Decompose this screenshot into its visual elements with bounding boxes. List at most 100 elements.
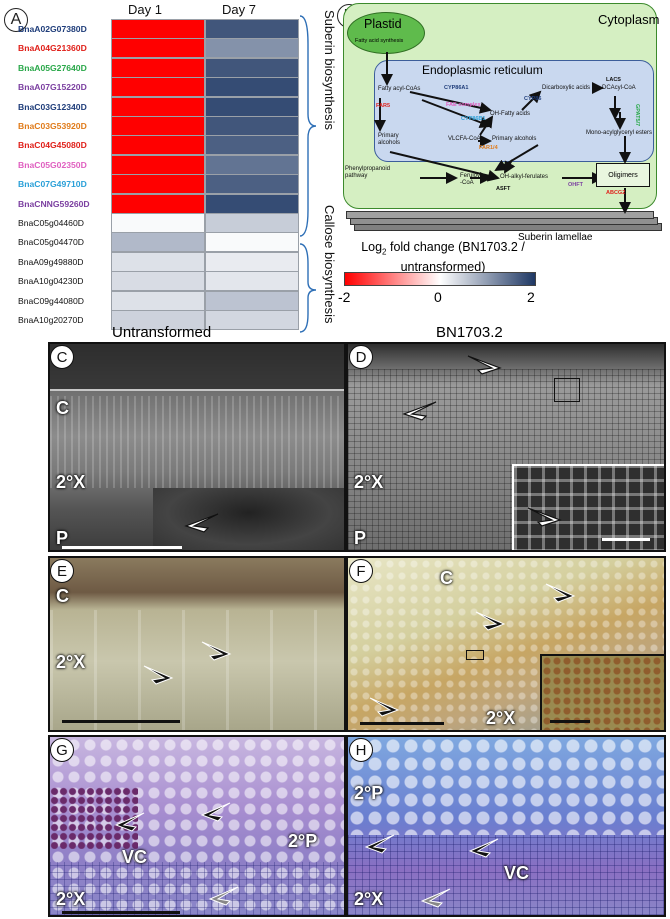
scale-bar bbox=[62, 720, 180, 723]
purple-cells bbox=[50, 786, 139, 850]
xylem-texture bbox=[50, 861, 344, 915]
suberin-lamellae-label: Suberin lamellae bbox=[518, 232, 593, 243]
gene-label: BnaC03G12340D bbox=[18, 101, 87, 112]
node-dcacyl-coa: DCAcyl-CoA bbox=[602, 85, 636, 91]
heatmap-cell-day1 bbox=[111, 251, 205, 272]
label-secondary-xylem: 2°X bbox=[56, 472, 86, 492]
heatmap-cell-day7 bbox=[205, 174, 299, 195]
heatmap-cell-day7 bbox=[205, 232, 299, 253]
gene-label: BnaA02G07380D bbox=[18, 24, 87, 34]
heatmap-cell-day1 bbox=[111, 96, 205, 117]
heatmap-cell-day7 bbox=[205, 193, 299, 214]
colorbar-title: Log2 fold change (BN1703.2 / untransform… bbox=[361, 240, 525, 274]
xylem-texture bbox=[348, 834, 664, 915]
heatmap-cell-day1 bbox=[111, 232, 205, 253]
gene-label: BnaA04G21360D bbox=[18, 43, 87, 54]
xylem-texture bbox=[50, 395, 344, 489]
node-feruloyl-coa: Feruloyl -CoA bbox=[460, 173, 482, 186]
enzyme-fae-complex: FAE complex bbox=[446, 102, 481, 108]
heatmap-cell-day1 bbox=[111, 310, 205, 330]
heatmap-cell-day7 bbox=[205, 57, 299, 78]
colorbar-gradient bbox=[344, 272, 536, 286]
label-secondary-phloem: 2°P bbox=[354, 783, 384, 803]
label-secondary-xylem: 2°X bbox=[56, 652, 86, 672]
enzyme-far1-4: FAR1/4 bbox=[479, 145, 498, 151]
colorbar-tick-mid: 0 bbox=[434, 289, 442, 305]
xylem-texture bbox=[50, 609, 344, 730]
heatmap-cell-day1 bbox=[111, 116, 205, 136]
panel-f-micrograph: C 2°X bbox=[346, 556, 666, 732]
heatmap-cell-day1 bbox=[111, 213, 205, 233]
panel-c-micrograph: C 2°X P bbox=[48, 342, 346, 552]
inset-box bbox=[466, 650, 484, 660]
enzyme-ohft: OHFT bbox=[568, 182, 583, 188]
heatmap-cell-day7 bbox=[205, 116, 299, 136]
gene-label: BnaA09g49880D bbox=[18, 256, 84, 267]
node-primary-alcohols: Primary alcohols bbox=[378, 133, 401, 146]
arrowhead-icon bbox=[475, 611, 506, 631]
panel-g-micrograph: VC 2°P 2°X bbox=[48, 735, 346, 917]
panel-e-micrograph: C 2°X bbox=[48, 556, 346, 732]
panel-c-letter: C bbox=[50, 345, 74, 369]
heatmap-cell-day7 bbox=[205, 96, 299, 117]
node-phenylpropanoid: Phenylpropanoid pathway bbox=[345, 166, 391, 179]
panel-d-micrograph: 2°X P bbox=[346, 342, 666, 552]
heatmap-cell-day7 bbox=[205, 154, 299, 175]
gene-label: BnaA10g20270D bbox=[18, 315, 84, 325]
header-bn1703: BN1703.2 bbox=[436, 324, 503, 341]
colorbar-tick-high: 2 bbox=[527, 289, 535, 305]
panel-h-letter: H bbox=[349, 738, 373, 762]
heatmap-col-header-day1: Day 1 bbox=[128, 2, 162, 17]
colorbar-tick-low: -2 bbox=[338, 289, 351, 305]
label-vascular-cambium: VC bbox=[122, 847, 148, 867]
label-vascular-cambium: VC bbox=[504, 863, 530, 883]
arrowhead-icon bbox=[420, 888, 451, 908]
heatmap-cell-day1 bbox=[111, 135, 205, 156]
panel-f-letter: F bbox=[349, 559, 373, 583]
node-oh-fatty-acids: OH-Fatty acids bbox=[490, 111, 531, 117]
node-vlcfa-coas: VLCFA-CoAs bbox=[448, 136, 484, 142]
heatmap-cell-day7 bbox=[205, 213, 299, 233]
scale-bar bbox=[360, 722, 444, 725]
periderm-layer bbox=[50, 344, 344, 392]
heatmap-cell-day1 bbox=[111, 174, 205, 195]
gene-label: BnaC04G45080D bbox=[18, 140, 87, 151]
panel-g-letter: G bbox=[50, 738, 74, 762]
heatmap-cell-day1 bbox=[111, 271, 205, 292]
arrowhead-icon bbox=[208, 886, 239, 906]
heatmap-cell-day7 bbox=[205, 251, 299, 272]
enzyme-cyp86a1: CYP86A1 bbox=[444, 85, 469, 91]
node-oligomers: Oligimers bbox=[596, 163, 650, 187]
heatmap-cell-day7 bbox=[205, 290, 299, 311]
plastid-sublabel: Fatty acid synthesis bbox=[355, 38, 404, 44]
enzyme-asft: ASFT bbox=[496, 186, 511, 192]
gene-label: BnaC05g04470D bbox=[18, 237, 84, 248]
heatmap-cell-day1 bbox=[111, 57, 205, 78]
group-braces bbox=[299, 15, 317, 333]
gene-label: BnaA07G15220D bbox=[18, 82, 87, 93]
callose-group-label: Callose biosynthesis bbox=[322, 205, 337, 324]
gene-label: BnaC03G53920D bbox=[18, 121, 87, 131]
label-pith: P bbox=[56, 528, 69, 548]
arrowhead-icon bbox=[201, 641, 232, 661]
arrowhead-icon bbox=[468, 838, 499, 858]
label-secondary-xylem: 2°X bbox=[354, 472, 384, 492]
enzyme-cyp86b1: CYP86B1 bbox=[461, 116, 486, 122]
enzyme-far5: FAR5 bbox=[376, 103, 391, 109]
scale-bar bbox=[62, 911, 180, 914]
inset-box bbox=[554, 378, 580, 402]
arrowhead-icon bbox=[200, 802, 231, 822]
gene-label: BnaC09g44080D bbox=[18, 295, 84, 306]
arrowhead-icon bbox=[369, 697, 400, 717]
heatmap-cell-day7 bbox=[205, 77, 299, 98]
label-cortex: C bbox=[56, 586, 69, 606]
gene-label: BnaC05g04460D bbox=[18, 218, 84, 228]
suberin-group-label: Suberin biosynthesis bbox=[322, 10, 337, 130]
heatmap-cell-day7 bbox=[205, 271, 299, 292]
arrowhead-icon bbox=[364, 834, 395, 854]
label-secondary-xylem: 2°X bbox=[56, 889, 86, 909]
node-dicarboxylic-acids: Dicarboxylic acids bbox=[542, 85, 591, 91]
label-secondary-phloem: 2°P bbox=[288, 831, 318, 851]
inset-scale-bar bbox=[550, 720, 590, 723]
header-untransformed: Untransformed bbox=[112, 324, 212, 341]
